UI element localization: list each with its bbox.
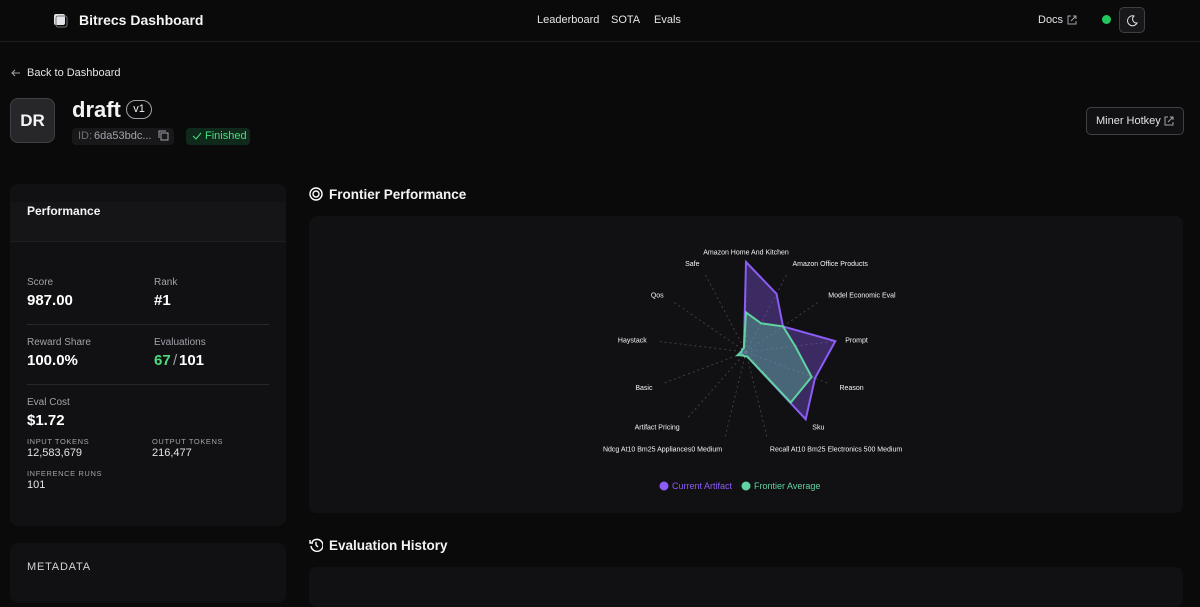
theme-toggle[interactable] bbox=[1119, 7, 1145, 33]
axis-label: Haystack bbox=[618, 337, 647, 344]
token-label: INFERENCE RUNS bbox=[27, 469, 103, 478]
stat-label: Reward Share bbox=[27, 337, 91, 348]
axis-label: Basic bbox=[635, 385, 653, 392]
hotkey-label: Miner Hotkey bbox=[1096, 115, 1161, 127]
spoke bbox=[703, 272, 747, 353]
stat-separator: / bbox=[173, 352, 178, 369]
status-dot bbox=[1102, 15, 1111, 24]
legend-label: Current Artifact bbox=[672, 481, 733, 491]
legend-swatch bbox=[659, 481, 669, 491]
stat-value: 67 bbox=[154, 352, 171, 369]
axis-label: Artifact Pricing bbox=[635, 424, 680, 431]
token-label: INPUT TOKENS bbox=[27, 437, 90, 446]
status-badge bbox=[186, 128, 250, 145]
check-icon bbox=[192, 132, 202, 140]
section-title: Evaluation History bbox=[329, 538, 448, 553]
id-value: 6da53bdc... bbox=[94, 130, 152, 142]
copy-button[interactable] bbox=[157, 129, 170, 142]
spoke bbox=[745, 272, 789, 353]
external-icon bbox=[1164, 116, 1174, 126]
axis-label: Prompt bbox=[845, 337, 868, 344]
token-value: 216,477 bbox=[152, 447, 192, 459]
history-card bbox=[309, 567, 1183, 607]
token-value: 101 bbox=[27, 479, 46, 491]
hotkey-button[interactable] bbox=[1086, 107, 1184, 135]
axis-label: Model Economic Eval bbox=[828, 293, 896, 300]
version-badge: v1 bbox=[126, 100, 152, 119]
card-title: METADATA bbox=[27, 561, 91, 573]
spoke bbox=[661, 351, 747, 385]
token-value: 12,583,679 bbox=[27, 447, 83, 459]
stat-value: $1.72 bbox=[27, 412, 65, 429]
stat-value: #1 bbox=[154, 292, 171, 309]
stat-label: Score bbox=[27, 277, 54, 288]
spoke bbox=[723, 351, 747, 440]
back-link[interactable]: Back to Dashboard bbox=[27, 67, 121, 79]
spoke bbox=[745, 351, 831, 385]
status-text: Finished bbox=[205, 130, 247, 142]
stat-value: 987.00 bbox=[27, 292, 73, 309]
brand[interactable]: Bitrecs Dashboard bbox=[79, 12, 204, 28]
chart-card: Amazon Home And Kitchen Amazon Office Pro… bbox=[309, 216, 1183, 513]
axis-label: Sku bbox=[812, 424, 824, 431]
legend-swatch bbox=[741, 481, 751, 491]
docs-link[interactable]: Docs bbox=[1038, 14, 1064, 26]
stat-label: Eval Cost bbox=[27, 397, 70, 408]
external-icon bbox=[1067, 15, 1077, 25]
axis-label: Recall At10 Bm25 Electronics 500 Medium bbox=[770, 447, 902, 454]
axis-label: Ndcg At10 Bm25 Appliances0 Medium bbox=[603, 447, 722, 454]
id-chip bbox=[72, 128, 174, 145]
divider bbox=[27, 324, 269, 325]
history-icon bbox=[309, 538, 323, 552]
metadata-card: METADATA bbox=[10, 543, 286, 603]
nav-link[interactable]: SOTA bbox=[611, 14, 641, 26]
stat-value: 100.0% bbox=[27, 352, 78, 369]
axis-label: Safe bbox=[685, 261, 700, 268]
artifact-name: draft bbox=[72, 97, 121, 122]
card-header bbox=[10, 202, 286, 242]
card-title: Performance bbox=[27, 204, 101, 218]
divider bbox=[27, 384, 269, 385]
stat-value: 101 bbox=[179, 352, 205, 369]
axis-label: Qos bbox=[651, 293, 664, 300]
axis-label: Amazon Office Products bbox=[792, 261, 868, 268]
stat-label: Rank bbox=[154, 277, 178, 288]
spoke bbox=[671, 300, 747, 353]
avatar: DR bbox=[10, 98, 55, 143]
id-label: ID: bbox=[78, 130, 93, 142]
section-title: Frontier Performance bbox=[329, 187, 467, 202]
legend-label: Frontier Average bbox=[754, 481, 820, 491]
spoke bbox=[685, 351, 747, 420]
back-icon bbox=[11, 69, 20, 77]
logo bbox=[54, 14, 68, 28]
moon-icon bbox=[1127, 15, 1138, 27]
page: {"nav":{"brand":"Bitrecs Dashboard","lin… bbox=[0, 0, 1200, 573]
series-area bbox=[735, 310, 813, 405]
token-label: OUTPUT TOKENS bbox=[152, 437, 224, 446]
performance-card: Performance Score 987.00 Rank #1 Reward … bbox=[10, 184, 286, 526]
target-icon bbox=[309, 187, 323, 201]
stat-label: Evaluations bbox=[154, 337, 206, 348]
axis-label: Reason bbox=[840, 385, 864, 392]
nav-link[interactable]: Evals bbox=[654, 14, 681, 26]
top-nav: Bitrecs Dashboard Leaderboard SOTA Evals… bbox=[0, 0, 1200, 42]
nav-link[interactable]: Leaderboard bbox=[537, 14, 600, 26]
axis-label: Amazon Home And Kitchen bbox=[703, 250, 789, 257]
